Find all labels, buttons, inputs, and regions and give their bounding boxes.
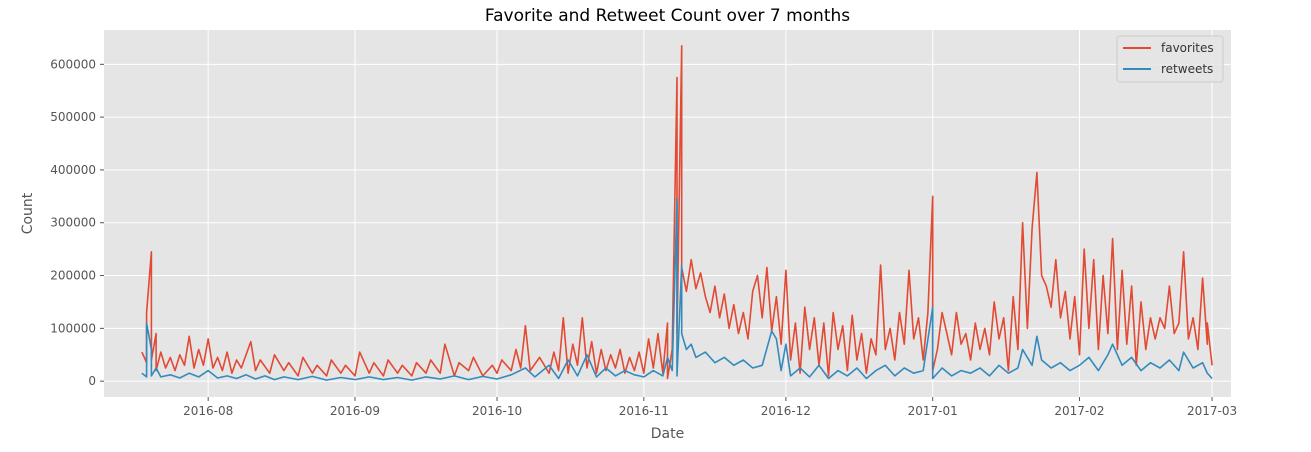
x-tick-label: 2017-02 [1054, 404, 1104, 418]
x-axis-ticks: 2016-08 2016-09 2016-10 2016-11 2016-12 2017-… [183, 397, 1237, 418]
y-tick-label: 400000 [50, 163, 96, 177]
y-axis-ticks: 0 100000 200000 300000 400000 500000 600000 [50, 57, 104, 388]
x-tick-label: 2016-08 [183, 404, 233, 418]
x-tick-label: 2016-10 [472, 404, 522, 418]
y-tick-label: 300000 [50, 216, 96, 230]
y-tick-label: 0 [88, 374, 96, 388]
legend-label-favorites: favorites [1161, 41, 1214, 55]
x-tick-label: 2016-11 [619, 404, 669, 418]
series-line-retweets [141, 198, 1213, 381]
legend: favorites retweets [1116, 35, 1224, 83]
x-tick-label: 2016-09 [330, 404, 380, 418]
y-tick-label: 100000 [50, 321, 96, 335]
series-layer [141, 44, 1213, 381]
x-tick-label: 2016-12 [761, 404, 811, 418]
x-axis-label: Date [651, 426, 684, 442]
y-tick-label: 600000 [50, 57, 96, 71]
y-tick-label: 500000 [50, 110, 96, 124]
y-tick-label: 200000 [50, 269, 96, 283]
x-tick-label: 2017-01 [908, 404, 958, 418]
series-line-favorites [141, 44, 1213, 380]
legend-label-retweets: retweets [1161, 62, 1213, 76]
x-tick-label: 2017-03 [1187, 404, 1237, 418]
grid [104, 30, 1231, 397]
y-axis-label: Count [20, 192, 36, 234]
chart-title: Favorite and Retweet Count over 7 months [485, 6, 850, 26]
